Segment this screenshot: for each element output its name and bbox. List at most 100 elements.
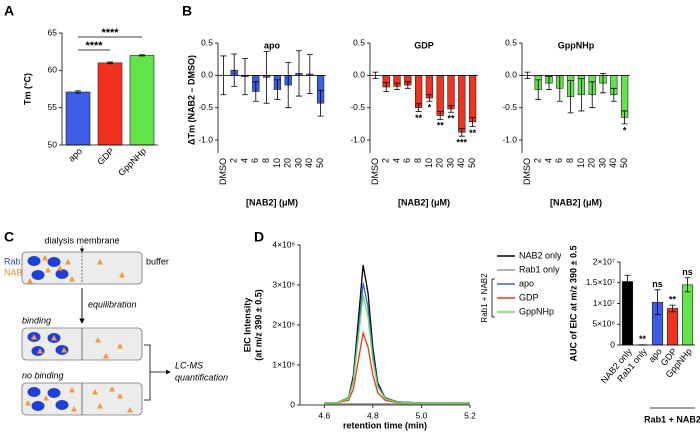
significance-label: ns [682,267,693,277]
series-line [324,264,470,404]
significance-label: ** [669,295,677,305]
error-bar [684,277,691,293]
panel-label: D [254,229,264,245]
y-axis-label: AUC of EIC at m/z 390 ± 0.5 [568,246,578,362]
error-bar [274,79,281,100]
protein-icon [47,388,61,398]
y-tick-label: 1×10⁶ [272,359,295,369]
y-tick-label: 0.5 [505,37,517,47]
protein-icon [55,269,69,279]
ligand-icon [31,334,37,340]
panel-title: GppNHp [558,40,595,50]
significance-label: *** [457,138,468,148]
y-tick-label: 65 [48,27,58,37]
panel-label: A [4,3,14,19]
y-tick-label: 5×10⁶ [592,319,615,329]
significance-label: ** [639,334,647,344]
ligand-icon [69,387,75,393]
ligand-icon [42,255,48,261]
x-tick-label: 20 [587,158,597,168]
y-tick-label: 0.0 [505,70,517,80]
y-tick-label: 2×10⁷ [593,256,615,266]
x-tick-label: apo [66,146,84,164]
readout-arrow [144,344,170,401]
bar [458,75,466,133]
x-tick-label: 6 [402,158,412,163]
ligand-icon [71,406,77,412]
error-bar [610,87,617,102]
x-tick-label: DMSO [522,158,532,185]
y-axis-label: (at m/z 390 ± 0.5) [253,289,263,360]
x-tick-label: 20 [283,158,293,168]
ligand-icon [43,395,49,401]
panel-label: C [4,229,14,245]
error-bar [383,82,390,92]
readout-label: quantification [175,372,228,382]
bar [681,284,694,346]
x-tick-label: DMSO [218,158,228,185]
comparison-label: **** [101,27,119,39]
bar [414,75,423,109]
x-tick-label: 10 [576,158,586,168]
y-tick-label: 4×10⁶ [272,239,295,249]
error-bar [669,304,676,313]
protein-icon [55,345,69,355]
error-bar [621,110,628,125]
panel-label: B [182,3,192,19]
x-tick-label: 4 [543,158,553,163]
error-bar [263,51,270,104]
y-tick-label: -0.5 [198,102,213,112]
x-axis-label: [NAB2] (μM) [246,197,298,207]
y-tick-label: 50 [48,139,58,149]
legend-label: apo [519,278,534,288]
y-tick-label: 55 [48,102,58,112]
y-tick-label: -1.0 [198,134,213,144]
error-bar [426,94,433,102]
protein-icon [31,270,45,280]
buffer-label: buffer [146,256,169,266]
x-tick-label: 10 [424,158,434,168]
error-bar [231,53,238,87]
y-tick-label: -1.0 [502,134,517,144]
error-bar [242,58,248,96]
ligand-icon [65,259,71,265]
error-bar [448,105,454,113]
series-line [324,330,470,404]
x-tick-label: GDP [95,146,116,167]
y-tick-label: 3×10⁶ [272,279,295,289]
error-bar [654,289,661,316]
protein-icon [27,387,41,397]
x-tick-label: 4 [391,158,401,163]
error-bar [404,81,411,89]
x-tick-label: 5.0 [416,410,428,420]
outcome-label: binding [22,315,51,325]
significance-label: * [428,103,432,113]
y-tick-label: 0.5 [353,37,365,47]
x-tick-label: 6 [250,158,260,163]
significance-label: * [623,125,627,135]
x-tick-label: 2 [533,158,543,163]
legend-group-label: Rab1 + NAB2 [480,273,489,323]
protein-label: Rab1 [4,256,26,266]
error-bar [600,73,606,94]
error-bar [535,79,542,100]
y-tick-label: 1.5×10⁷ [586,277,615,287]
protein-icon [27,256,41,266]
x-tick-label: 50 [315,158,325,168]
legend-label: GDP [519,292,539,302]
bar [468,75,477,123]
ligand-icon [51,335,57,341]
error-bar [296,50,302,97]
y-tick-label: -1.0 [350,134,365,144]
error-bar [139,54,145,57]
x-tick-label: 40 [456,158,466,168]
x-tick-label: 30 [597,158,607,168]
y-tick-label: -0.5 [502,102,517,112]
membrane-label: dialysis membrane [44,235,119,245]
error-bar [469,117,476,127]
legend-label: GppNHp [519,306,554,316]
x-tick-label: 2 [381,158,391,163]
bar [447,75,455,110]
